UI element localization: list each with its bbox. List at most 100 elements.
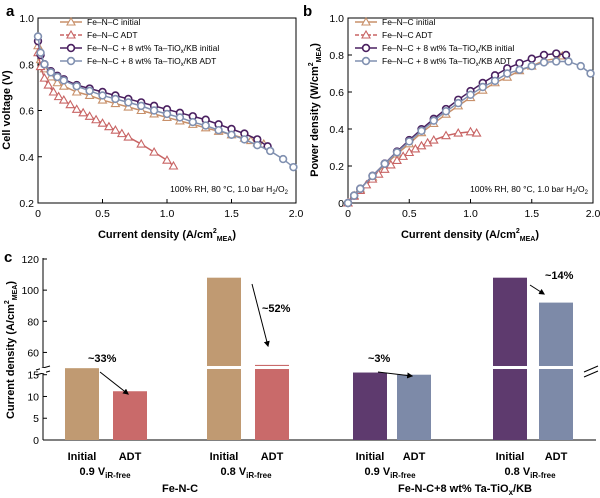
data-point-17 <box>465 126 476 136</box>
x-tick-label: 0.5 <box>95 208 110 220</box>
bar-label: Initial <box>68 451 97 463</box>
data-point-12 <box>149 106 159 115</box>
y-tick-label: 10 <box>27 391 39 403</box>
bar-label: ADT <box>119 451 142 463</box>
voltage-label: 0.9 ViR-free <box>364 466 416 480</box>
y-tick-label: 0.6 <box>19 106 34 118</box>
data-point-6 <box>58 94 69 104</box>
y-tick-label: 0 <box>338 198 344 210</box>
legend-label: Fe–N–C + 8 wt% Ta–TiOx/KB ADT <box>382 56 511 68</box>
panel-label-c: c <box>4 249 12 266</box>
panel-a-annotation: 100% RH, 80 °C, 1.0 bar H2/O2 <box>170 184 288 196</box>
series-line <box>347 55 563 204</box>
panel-b-xlabel: Current density (A/cm2MEA) <box>401 228 539 243</box>
bar-adt-3 <box>255 364 289 440</box>
x-tick-label: 2.0 <box>289 208 304 220</box>
data-point-9 <box>78 107 89 117</box>
data-point-15 <box>188 117 198 127</box>
bar-initial-0 <box>65 368 99 440</box>
data-point-0 <box>361 16 371 26</box>
legend-label: Fe–N–C + 8 wt% Ta–TiOx/KB ADT <box>87 56 216 68</box>
y-tick-label: 1.0 <box>19 13 34 25</box>
data-point-15 <box>515 58 524 68</box>
voltage-label: 0.8 ViR-free <box>220 466 272 480</box>
data-point-0 <box>66 16 76 26</box>
legend-entry: Fe–N–C initial <box>355 16 435 27</box>
voltage-label: 0.8 ViR-free <box>504 466 556 480</box>
legend-entry: Fe–N–C ADT <box>355 29 433 40</box>
annotation-arrow <box>377 371 414 379</box>
bar-adt-5 <box>397 374 431 440</box>
data-point-5 <box>58 81 69 90</box>
data-point-14 <box>428 134 439 144</box>
bar-initial-2 <box>207 277 241 440</box>
legend-label: Fe–N–C ADT <box>87 30 138 40</box>
x-tick-label: 0.5 <box>402 208 417 220</box>
bar-label: Initial <box>356 451 385 463</box>
data-point-14 <box>175 113 185 122</box>
y-tick-label: 60 <box>27 347 39 359</box>
y-tick-label: 5 <box>33 413 39 425</box>
x-tick-label: 1.0 <box>160 208 175 220</box>
bar-initial-6 <box>493 277 527 440</box>
data-point-12 <box>478 82 487 92</box>
series-line <box>347 52 567 204</box>
panel-label-a: a <box>6 3 15 20</box>
data-point-7 <box>65 99 76 109</box>
annotation-percent: ~3% <box>368 353 391 365</box>
data-point-2 <box>40 60 49 69</box>
x-tick-label: 1.0 <box>463 208 478 220</box>
axis-break-left <box>35 365 51 376</box>
data-point-2 <box>39 73 50 82</box>
data-point-11 <box>137 101 146 111</box>
series-fe-n-c-initial <box>343 50 568 207</box>
data-point-3 <box>368 171 377 181</box>
y-tick-label: 0 <box>33 435 39 447</box>
bar-break-gap <box>254 366 290 369</box>
panel-c-chart: 0 5 10 15 60 80 100 120 Initial ADT Initial ADT Ini… <box>4 254 599 497</box>
data-point-6 <box>72 82 81 91</box>
panel-b-chart: 0 0.5 1.0 1.5 2.0 0 0.2 0.4 0.6 0.8 1.0 Fe–N–C ini… <box>308 13 600 243</box>
data-point-8 <box>71 104 82 113</box>
bar-label: ADT <box>545 451 568 463</box>
data-point-16 <box>527 61 536 71</box>
legend-label: Fe–N–C initial <box>382 17 435 27</box>
bar-break-gap <box>538 366 574 369</box>
data-point-1 <box>36 48 45 57</box>
data-point-4 <box>48 86 59 96</box>
y-tick-label: 0.2 <box>19 198 34 210</box>
data-point-5 <box>392 148 402 157</box>
legend-label: Fe–N–C ADT <box>382 30 433 40</box>
data-point-8 <box>429 116 438 125</box>
data-point-19 <box>240 135 249 144</box>
data-point-9 <box>441 107 451 116</box>
data-point-8 <box>392 155 402 164</box>
data-point-19 <box>162 155 172 164</box>
y-tick-label: 0.4 <box>19 152 34 164</box>
bar-adt-7 <box>539 302 573 440</box>
annotation-arrow <box>529 284 546 295</box>
data-point-15 <box>515 65 524 75</box>
y-tick-label: 0.6 <box>329 87 344 99</box>
group-label-fenc: Fe-N-C <box>162 483 198 495</box>
data-point-18 <box>227 130 236 139</box>
data-point-4 <box>380 159 389 168</box>
data-point-16 <box>123 131 134 141</box>
y-tick-label: 0.8 <box>329 50 344 62</box>
data-point-11 <box>91 114 101 124</box>
annotation-percent: ~52% <box>262 303 291 315</box>
data-point-6 <box>379 164 390 173</box>
x-tick-label: 0 <box>345 208 351 220</box>
data-point-0 <box>33 32 43 41</box>
legend-entry: Fe–N–C + 8 wt% Ta–TiOx/KB initial <box>60 43 219 55</box>
data-point-7 <box>85 86 94 96</box>
data-point-18 <box>552 49 561 58</box>
data-point-18 <box>552 57 561 66</box>
series-fe-n-c-8-wt-ta-tiox-kb-adt <box>33 32 298 172</box>
data-point-3 <box>46 68 56 77</box>
data-point-6 <box>71 86 82 96</box>
voltage-label: 0.9 ViR-free <box>79 466 131 480</box>
panel-b-ylabel: Power density (W/cm2MEA) <box>308 43 323 177</box>
data-point-16 <box>527 54 536 63</box>
